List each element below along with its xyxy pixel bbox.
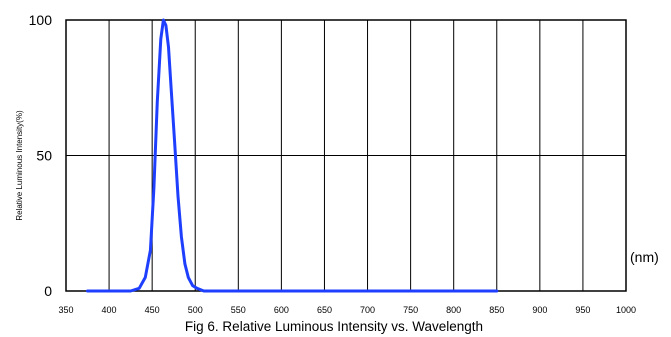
x-tick-label: 450: [145, 305, 160, 315]
y-axis-label: Relative Luminous Intensity(%): [15, 110, 24, 221]
x-tick-label: 550: [231, 305, 246, 315]
series-line: [86, 18, 499, 293]
y-tick-label: 100: [29, 12, 53, 28]
y-tick-label: 0: [44, 283, 52, 299]
x-tick-label: 750: [403, 305, 418, 315]
x-tick-label: 400: [102, 305, 117, 315]
x-tick-label: 600: [274, 305, 289, 315]
chart-title: Fig 6. Relative Luminous Intensity vs. W…: [185, 319, 483, 334]
x-tick-label: 350: [58, 305, 73, 315]
x-tick-label: 900: [532, 305, 547, 315]
series-layer: [86, 18, 499, 293]
x-tick-label: 800: [446, 305, 461, 315]
x-tick-label: 850: [489, 305, 504, 315]
y-tick-labels: 0 50 100: [29, 12, 53, 299]
x-axis-label: (nm): [630, 249, 659, 265]
x-tick-label: 1000: [616, 305, 636, 315]
x-tick-label: 700: [360, 305, 375, 315]
x-tick-label: 950: [575, 305, 590, 315]
x-tick-label: 650: [317, 305, 332, 315]
x-tick-labels: 350 400 450 500 550 600 650 700 750 800 850 900 950 1…: [58, 305, 636, 315]
x-tick-label: 500: [188, 305, 203, 315]
y-tick-label: 50: [36, 148, 52, 164]
